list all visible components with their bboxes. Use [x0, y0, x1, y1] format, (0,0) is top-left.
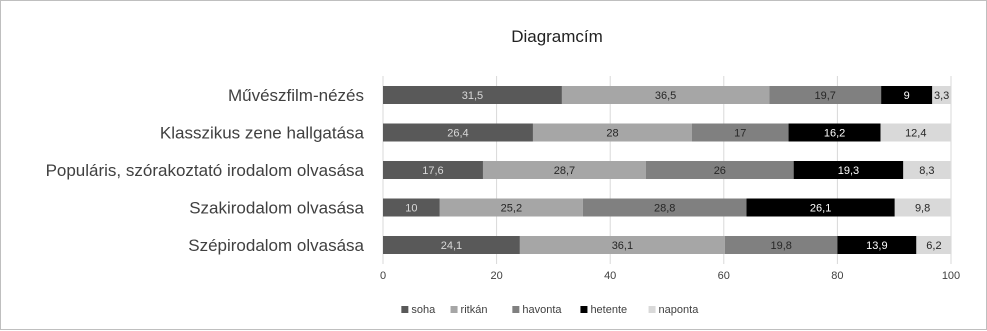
bar-ritkán-3: [439, 198, 583, 217]
value-label-hetente-3: 26,1: [810, 203, 831, 215]
bar-hetente-0: [881, 86, 933, 104]
legend-label-hetente: hetente: [590, 304, 627, 316]
value-label-hetente-1: 16,2: [824, 128, 845, 140]
value-label-ritkán-2: 28,7: [554, 165, 575, 177]
bar-naponta-2: [903, 161, 951, 179]
chart-title: Diagramcím: [511, 27, 603, 46]
x-tick-label-4: 80: [831, 270, 843, 282]
legend: soha ritkán havonta hetente naponta: [401, 304, 699, 316]
x-tick-label-3: 60: [718, 270, 730, 282]
bar-ritkán-4: [519, 236, 725, 254]
category-label-1: Klasszikus zene hallgatása: [160, 124, 365, 143]
legend-swatch-havonta: [512, 306, 520, 313]
value-label-hetente-0: 9: [904, 90, 910, 102]
x-tick-label-0: 0: [380, 270, 386, 282]
bar-havonta-4: [724, 236, 838, 254]
value-label-naponta-1: 12,4: [905, 128, 926, 140]
value-label-soha-2: 17,6: [422, 165, 443, 177]
value-label-ritkán-4: 36,1: [612, 240, 633, 252]
legend-label-naponta: naponta: [659, 304, 700, 316]
bar-havonta-2: [645, 161, 794, 179]
bar-ritkán-1: [532, 123, 692, 142]
x-tick-label-5: 100: [942, 270, 960, 282]
value-label-naponta-2: 8,3: [919, 165, 934, 177]
value-label-hetente-2: 19,3: [838, 165, 859, 177]
bars: 31,5 36,5 19,7 9 3,3 26,4 28 17 16,2 12,4 17,6 28,7…: [383, 86, 952, 254]
value-label-havonta-0: 19,7: [814, 90, 835, 102]
legend-swatch-hetente: [580, 306, 588, 313]
value-label-havonta-4: 19,8: [770, 240, 791, 252]
value-label-naponta-4: 6,2: [926, 240, 941, 252]
bar-havonta-0: [769, 86, 882, 104]
value-label-ritkán-0: 36,5: [655, 90, 676, 102]
x-axis-ticks: 0 20 40 60 80 100: [380, 270, 960, 282]
category-label-0: Művészfilm-nézés: [228, 86, 364, 105]
bar-havonta-1: [691, 123, 789, 142]
value-label-hetente-4: 13,9: [866, 240, 887, 252]
x-tick-label-1: 20: [490, 270, 502, 282]
value-label-havonta-2: 26: [714, 165, 726, 177]
bar-hetente-1: [788, 123, 881, 142]
value-label-naponta-3: 9,8: [915, 203, 930, 215]
bar-soha-2: [383, 161, 483, 179]
bar-hetente-3: [746, 198, 895, 217]
value-label-soha-3: 10: [405, 203, 417, 215]
x-tick-label-2: 40: [604, 270, 616, 282]
legend-swatch-naponta: [648, 306, 656, 313]
value-label-soha-4: 24,1: [441, 240, 462, 252]
category-label-3: Szakirodalom olvasása: [189, 199, 364, 218]
bar-ritkán-2: [482, 161, 646, 179]
bar-hetente-2: [793, 161, 904, 179]
value-label-ritkán-3: 25,2: [501, 203, 522, 215]
category-label-4: Szépirodalom olvasása: [188, 236, 364, 255]
bar-naponta-1: [880, 123, 951, 142]
legend-label-soha: soha: [411, 304, 436, 316]
legend-label-havonta: havonta: [522, 304, 562, 316]
value-label-ritkán-1: 28: [606, 128, 618, 140]
category-label-2: Populáris, szórakoztató irodalom olvasás…: [46, 161, 365, 180]
bar-havonta-3: [582, 198, 747, 217]
value-label-havonta-1: 17: [734, 128, 746, 140]
legend-swatch-ritkán: [450, 306, 458, 313]
value-label-havonta-3: 28,8: [654, 203, 675, 215]
bar-soha-4: [383, 236, 520, 254]
bar-soha-1: [383, 123, 533, 142]
value-label-soha-1: 26,4: [447, 128, 468, 140]
bar-naponta-0: [932, 86, 951, 104]
bar-naponta-4: [916, 236, 952, 254]
bar-hetente-4: [837, 236, 917, 254]
bar-ritkán-0: [561, 86, 770, 104]
legend-swatch-soha: [401, 306, 409, 313]
bar-soha-0: [383, 86, 562, 104]
bar-soha-3: [383, 198, 440, 217]
category-labels: Művészfilm-nézés Klasszikus zene hallgatá…: [46, 86, 365, 255]
value-label-naponta-0: 3,3: [934, 90, 949, 102]
legend-label-ritkán: ritkán: [461, 304, 488, 316]
value-label-soha-0: 31,5: [462, 90, 483, 102]
bar-naponta-3: [894, 198, 951, 217]
